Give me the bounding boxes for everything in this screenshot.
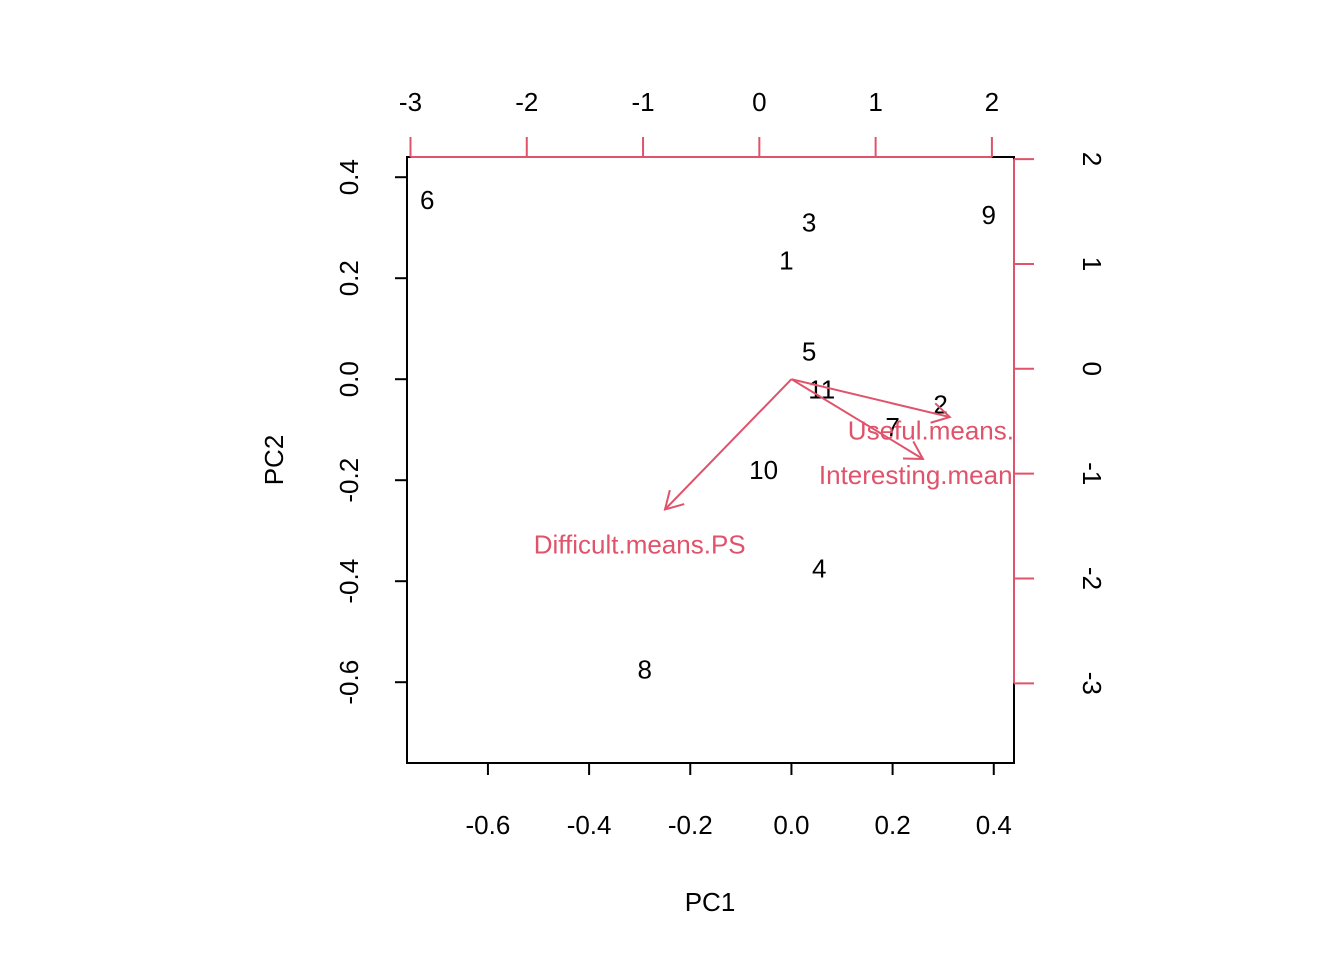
loading-arrow <box>790 378 925 461</box>
x-tick-label-bottom: -0.4 <box>567 810 612 840</box>
x-tick-label-bottom: 0.2 <box>875 810 911 840</box>
observation-label: 4 <box>812 554 826 584</box>
observation-label: 9 <box>981 200 995 230</box>
loading-arrow <box>663 378 793 511</box>
variable-label: Useful.means.PS <box>848 416 1049 446</box>
variable-label: Difficult.means.PS <box>534 529 746 559</box>
observation-label: 10 <box>749 455 778 485</box>
y-tick-label-right: 0 <box>1077 362 1107 376</box>
y-axis-title: PC2 <box>259 435 289 486</box>
observation-label: 6 <box>420 185 434 215</box>
x-axis-top: -3 -2 -1 0 1 2 <box>399 87 999 158</box>
x-tick-label-bottom: 0.4 <box>976 810 1012 840</box>
y-axis-right: -3 -2 -1 0 1 2 <box>1013 152 1107 695</box>
loading-arrow-shaft <box>791 378 950 419</box>
loading-arrow-head <box>930 402 952 424</box>
observation-label: 1 <box>779 246 793 276</box>
observation-label: 7 <box>885 412 899 442</box>
loading-arrow-shaft <box>664 378 793 511</box>
variable-label: Interesting.means.PS <box>819 460 1068 490</box>
y-tick-label-right: -3 <box>1077 672 1107 695</box>
x-tick-label-bottom: 0.0 <box>773 810 809 840</box>
x-tick-label-bottom: -0.2 <box>668 810 713 840</box>
y-tick-label-left: 0.2 <box>334 260 364 296</box>
x-tick-label-top: -1 <box>631 87 654 117</box>
x-tick-label-top: 1 <box>868 87 882 117</box>
y-tick-label-left: 0.4 <box>334 159 364 195</box>
y-tick-label-right: -1 <box>1077 462 1107 485</box>
loading-arrow-head <box>663 489 685 511</box>
y-tick-label-left: -0.4 <box>334 559 364 604</box>
x-tick-label-top: 0 <box>752 87 766 117</box>
x-tick-label-top: 2 <box>985 87 999 117</box>
loading-arrow-shaft <box>790 378 924 460</box>
observation-label: 3 <box>802 208 816 238</box>
observation-label: 8 <box>638 655 652 685</box>
observation-label: 5 <box>802 336 816 366</box>
x-tick-label-top: -2 <box>515 87 538 117</box>
y-tick-label-left: -0.2 <box>334 458 364 503</box>
x-axis-title: PC1 <box>685 887 736 917</box>
loading-arrow-head <box>902 440 925 461</box>
y-tick-label-left: -0.6 <box>334 660 364 705</box>
y-tick-label-left: 0.0 <box>334 361 364 397</box>
loading-arrows <box>663 378 952 511</box>
y-tick-label-right: 1 <box>1077 257 1107 271</box>
y-axis-left: -0.6 -0.4 -0.2 0.0 0.2 0.4 <box>334 159 408 705</box>
x-tick-label-top: -3 <box>399 87 422 117</box>
y-tick-label-right: 2 <box>1077 152 1107 166</box>
x-axis-bottom: -0.6 -0.4 -0.2 0.0 0.2 0.4 <box>466 762 1012 840</box>
y-tick-label-right: -2 <box>1077 567 1107 590</box>
x-tick-label-bottom: -0.6 <box>466 810 511 840</box>
loading-arrow <box>791 378 952 424</box>
variable-labels: Useful.means.PS Interesting.means.PS Diffi… <box>534 416 1068 560</box>
